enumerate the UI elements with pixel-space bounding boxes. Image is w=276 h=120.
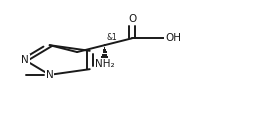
Text: &1: &1 <box>107 33 118 42</box>
Text: OH: OH <box>165 33 181 43</box>
Text: N: N <box>21 55 29 65</box>
Text: N: N <box>46 70 54 80</box>
Text: NH₂: NH₂ <box>95 59 115 69</box>
Text: O: O <box>128 14 136 24</box>
